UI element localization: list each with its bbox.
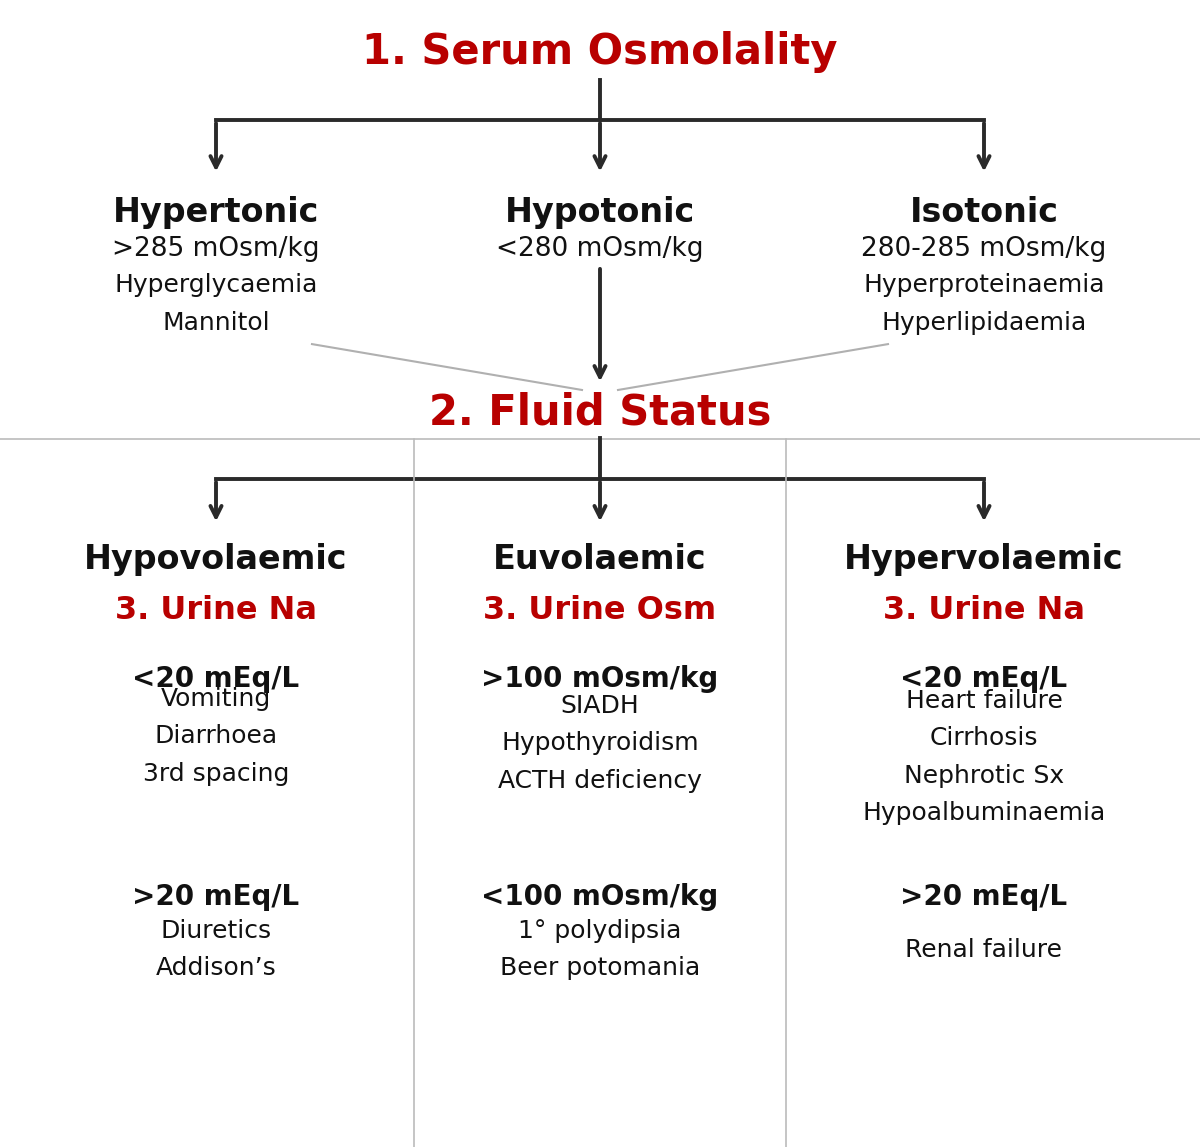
- Text: 3. Urine Osm: 3. Urine Osm: [484, 594, 716, 626]
- Text: >100 mOsm/kg: >100 mOsm/kg: [481, 665, 719, 693]
- Text: >20 mEq/L: >20 mEq/L: [900, 883, 1068, 911]
- Text: Hypertonic: Hypertonic: [113, 196, 319, 228]
- Text: Hypovolaemic: Hypovolaemic: [84, 544, 348, 576]
- Text: Hypervolaemic: Hypervolaemic: [844, 544, 1124, 576]
- Text: Euvolaemic: Euvolaemic: [493, 544, 707, 576]
- Text: 2. Fluid Status: 2. Fluid Status: [428, 392, 772, 434]
- Text: <20 mEq/L: <20 mEq/L: [900, 665, 1068, 693]
- Text: Vomiting
Diarrhoea
3rd spacing: Vomiting Diarrhoea 3rd spacing: [143, 687, 289, 786]
- Text: 280-285 mOsm/kg: 280-285 mOsm/kg: [862, 236, 1106, 262]
- Text: Hyperglycaemia
Mannitol: Hyperglycaemia Mannitol: [114, 273, 318, 335]
- Text: Hypotonic: Hypotonic: [505, 196, 695, 228]
- Text: >20 mEq/L: >20 mEq/L: [132, 883, 300, 911]
- Text: <100 mOsm/kg: <100 mOsm/kg: [481, 883, 719, 911]
- Text: SIADH
Hypothyroidism
ACTH deficiency: SIADH Hypothyroidism ACTH deficiency: [498, 694, 702, 793]
- Text: <20 mEq/L: <20 mEq/L: [132, 665, 300, 693]
- Text: <280 mOsm/kg: <280 mOsm/kg: [497, 236, 703, 262]
- Text: Diuretics
Addison’s: Diuretics Addison’s: [156, 919, 276, 981]
- Text: Heart failure
Cirrhosis
Nephrotic Sx
Hypoalbuminaemia: Heart failure Cirrhosis Nephrotic Sx Hyp…: [863, 689, 1105, 825]
- Text: Renal failure: Renal failure: [906, 938, 1062, 961]
- Text: 1° polydipsia
Beer potomania: 1° polydipsia Beer potomania: [500, 919, 700, 981]
- Text: Isotonic: Isotonic: [910, 196, 1058, 228]
- Text: 1. Serum Osmolality: 1. Serum Osmolality: [362, 31, 838, 72]
- Text: 3. Urine Na: 3. Urine Na: [883, 594, 1085, 626]
- Text: 3. Urine Na: 3. Urine Na: [115, 594, 317, 626]
- Text: Hyperproteinaemia
Hyperlipidaemia: Hyperproteinaemia Hyperlipidaemia: [863, 273, 1105, 335]
- Text: >285 mOsm/kg: >285 mOsm/kg: [113, 236, 319, 262]
